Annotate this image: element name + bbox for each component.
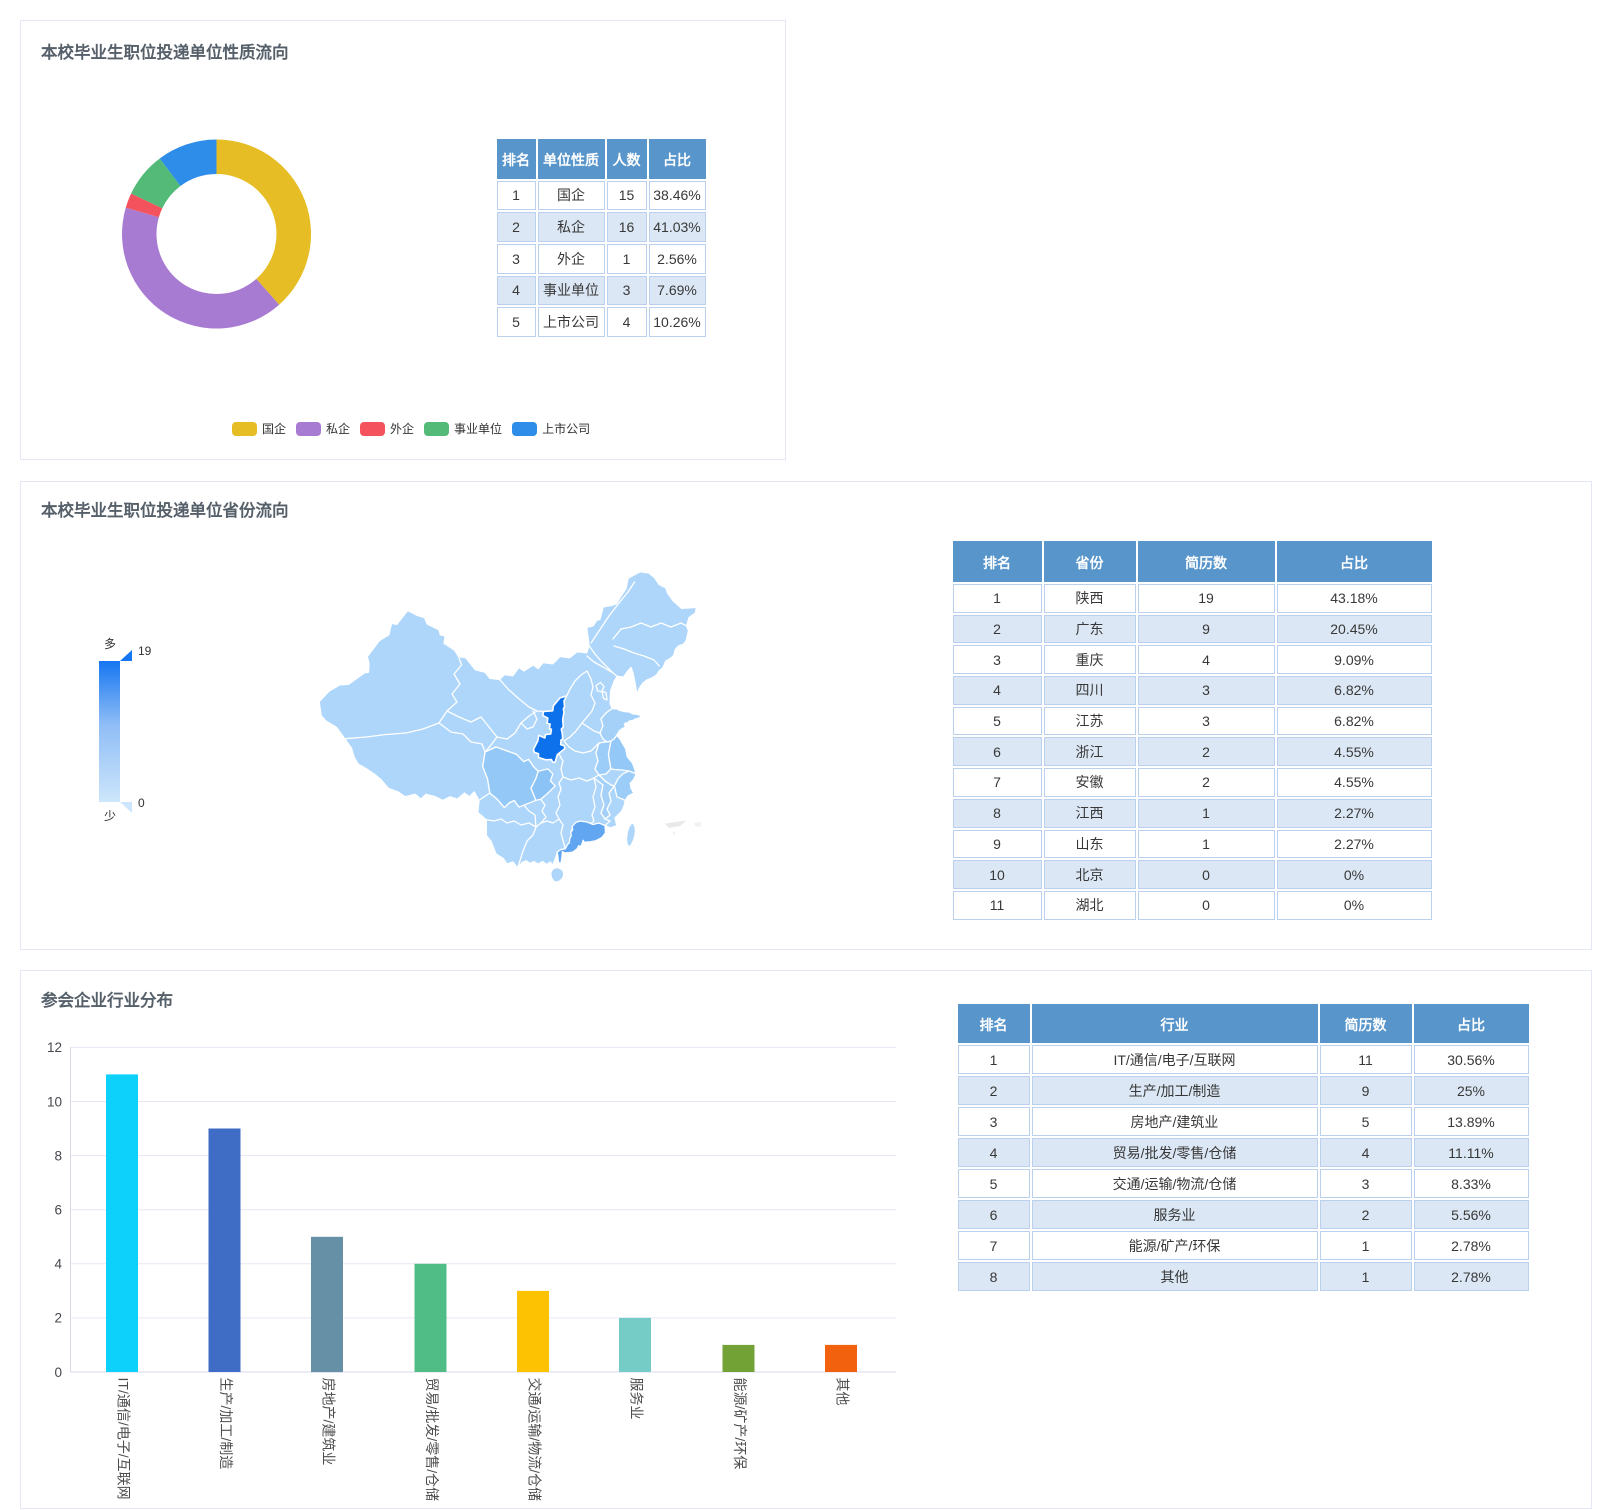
svg-text:房地产/建筑业: 房地产/建筑业 bbox=[321, 1378, 337, 1466]
svg-text:10: 10 bbox=[47, 1094, 62, 1109]
svg-text:2: 2 bbox=[54, 1311, 62, 1326]
svg-text:其他: 其他 bbox=[835, 1378, 851, 1406]
svg-text:生产/加工/制造: 生产/加工/制造 bbox=[218, 1378, 234, 1470]
svg-text:4: 4 bbox=[54, 1257, 62, 1272]
svg-text:8: 8 bbox=[54, 1148, 62, 1163]
svg-text:服务业: 服务业 bbox=[629, 1378, 645, 1420]
svg-text:0: 0 bbox=[54, 1365, 62, 1380]
svg-text:交通/运输/物流/仓储: 交通/运输/物流/仓储 bbox=[527, 1378, 543, 1502]
svg-text:IT/通信/电子/互联网: IT/通信/电子/互联网 bbox=[116, 1378, 132, 1500]
svg-text:贸易/批发/零售/仓储: 贸易/批发/零售/仓储 bbox=[424, 1378, 440, 1502]
svg-text:12: 12 bbox=[47, 1040, 62, 1055]
svg-text:能源/矿产/环保: 能源/矿产/环保 bbox=[732, 1378, 748, 1470]
svg-text:6: 6 bbox=[54, 1203, 62, 1218]
